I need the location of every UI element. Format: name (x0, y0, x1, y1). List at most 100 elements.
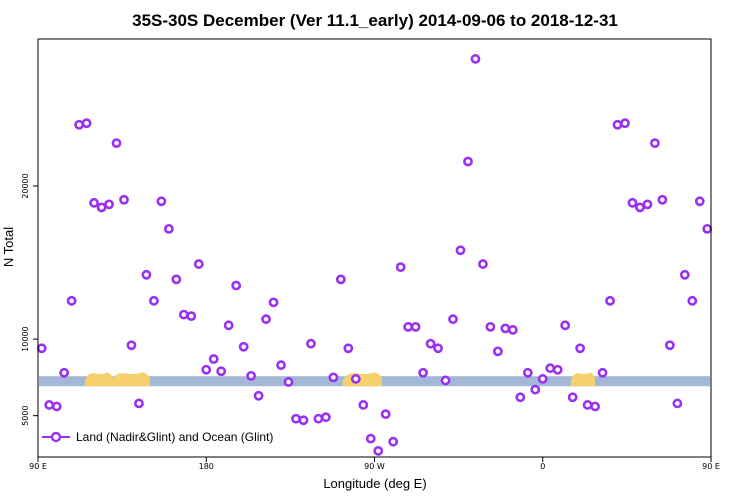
legend-label: Land (Nadir&Glint) and Ocean (Glint) (76, 430, 273, 444)
data-point (171, 274, 182, 285)
data-point (537, 374, 548, 384)
data-point (433, 343, 443, 354)
data-point (664, 340, 675, 351)
x-tick-label: 0 (540, 462, 545, 471)
x-axis-title: Longitude (deg E) (323, 476, 426, 491)
data-point (313, 413, 324, 424)
data-point (650, 138, 660, 149)
data-point (380, 409, 391, 420)
data-point (612, 119, 623, 130)
data-point (193, 259, 204, 269)
data-point (358, 400, 369, 410)
data-point (440, 375, 451, 386)
data-point (657, 194, 668, 205)
data-point (694, 196, 705, 207)
data-point (238, 341, 249, 352)
data-point (74, 119, 85, 130)
data-point (418, 367, 429, 378)
data-point (156, 196, 167, 207)
data-point (149, 295, 159, 306)
data-point (320, 412, 331, 423)
data-point (560, 320, 571, 331)
data-point (455, 245, 466, 256)
land-region (570, 372, 596, 387)
data-point (582, 400, 593, 410)
y-tick-label: 5000 (21, 405, 30, 425)
legend: Land (Nadir&Glint) and Ocean (Glint) (42, 430, 273, 444)
data-point (515, 392, 526, 403)
data-point (104, 199, 114, 210)
data-point (627, 197, 638, 208)
y-tick-label: 10000 (21, 326, 30, 351)
data-point (253, 390, 264, 401)
data-point (335, 274, 346, 285)
data-point (51, 401, 62, 412)
data-point (642, 199, 653, 210)
data-point (702, 223, 713, 234)
data-point (163, 223, 174, 234)
data-point (470, 54, 481, 64)
data-point (186, 311, 197, 322)
data-point (463, 156, 473, 167)
data-point (178, 309, 189, 320)
data-point (134, 398, 144, 409)
data-point (672, 398, 683, 409)
data-point (679, 269, 690, 280)
plot-frame (37, 38, 712, 458)
legend-marker (50, 431, 62, 443)
data-point (291, 413, 301, 424)
data-point (597, 367, 608, 378)
data-point (328, 372, 339, 383)
data-point (276, 360, 286, 371)
data-point (567, 392, 578, 403)
x-tick-label: 90 E (702, 462, 720, 471)
data-point (388, 436, 399, 447)
data-point (605, 295, 615, 306)
data-point (66, 295, 77, 306)
data-point (246, 370, 257, 381)
data-point (552, 364, 563, 375)
y-axis-title: N Total (1, 227, 16, 267)
data-point (478, 259, 488, 269)
data-point (425, 338, 436, 349)
data-point (590, 401, 600, 412)
data-point (96, 202, 107, 213)
data-point (395, 262, 406, 273)
y-tick-label: 20000 (21, 173, 30, 198)
data-point (223, 320, 234, 331)
x-tick-label: 90 W (364, 462, 385, 471)
data-point (208, 354, 219, 364)
x-tick-label: 90 E (29, 462, 47, 471)
data-point (126, 340, 137, 351)
data-point (485, 321, 496, 332)
land-region (110, 372, 151, 387)
data-point (306, 338, 316, 349)
data-point (522, 367, 533, 378)
chart-title: 35S-30S December (Ver 11.1_early) 2014-0… (132, 11, 618, 30)
data-point (373, 445, 384, 456)
data-point (59, 367, 70, 378)
land-region (84, 372, 113, 387)
data-point (283, 377, 294, 387)
y-axis: 5000 10000 20000 (21, 173, 38, 426)
data-point (111, 138, 122, 149)
data-point (635, 202, 645, 213)
data-point (261, 314, 271, 325)
data-point (343, 343, 354, 354)
data-point (141, 269, 152, 280)
data-point (89, 197, 99, 208)
data-points (36, 54, 713, 456)
data-point (620, 118, 630, 129)
data-point (44, 400, 55, 410)
data-point (492, 346, 503, 357)
data-point (507, 325, 518, 335)
land-region (342, 372, 382, 387)
data-point (298, 415, 309, 426)
data-point (575, 343, 586, 354)
data-point (268, 297, 279, 308)
data-point (500, 323, 511, 334)
data-point (365, 433, 376, 444)
data-point (119, 194, 129, 205)
surface-band (39, 372, 710, 387)
